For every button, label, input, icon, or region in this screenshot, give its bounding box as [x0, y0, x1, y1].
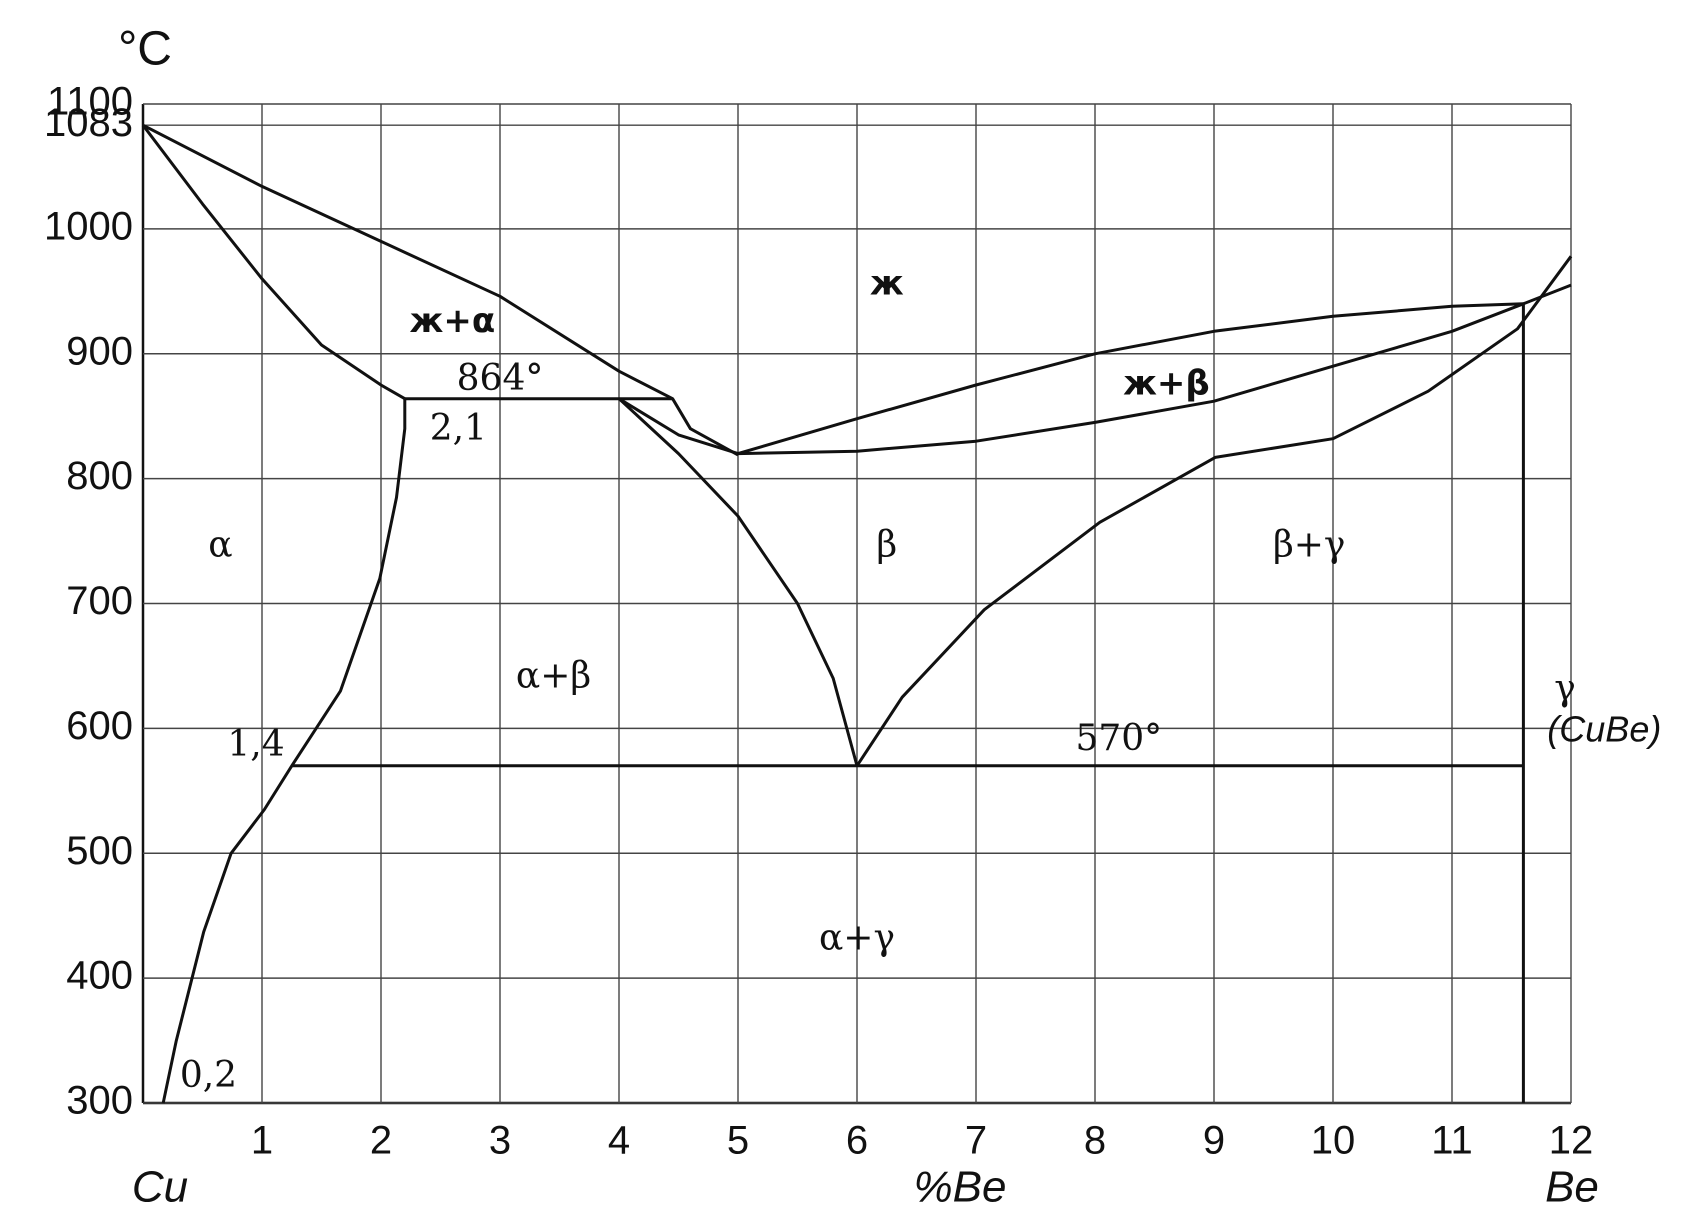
region-label: (CuBe) [1547, 709, 1661, 750]
phase-boundary [618, 302, 1524, 456]
phase-boundary [142, 123, 739, 457]
x-tick-label: 9 [1203, 1119, 1225, 1163]
y-tick-label: 1100 [47, 80, 133, 124]
x-tick-label: 6 [846, 1119, 868, 1163]
phase-boundary [617, 397, 859, 767]
region-label: β+γ [1273, 524, 1346, 565]
region-label: 1,4 [227, 724, 284, 765]
x-tick-label: 4 [608, 1119, 630, 1163]
y-axis-label: °C [118, 23, 172, 76]
x-tick-label: 8 [1084, 1119, 1106, 1163]
x-right-label: Be [1545, 1163, 1599, 1212]
y-tick-label: 900 [66, 329, 133, 373]
x-tick-label: 11 [1431, 1119, 1473, 1163]
y-tick-label: 700 [66, 579, 133, 623]
region-label: 2,1 [430, 408, 487, 449]
x-tick-label: 1 [251, 1119, 273, 1163]
y-tick-label: 1083 [44, 101, 133, 145]
x-tick-label: 3 [489, 1119, 511, 1163]
x-left-label: Cu [132, 1163, 188, 1212]
x-tick-label: 12 [1549, 1119, 1594, 1163]
phase-boundary [855, 255, 1573, 767]
region-label: α [208, 524, 232, 565]
region-label: α+β [516, 655, 591, 696]
y-tick-label: 400 [66, 954, 133, 998]
region-label: ж+β [1123, 363, 1210, 403]
x-tick-label: 7 [965, 1119, 987, 1163]
phase-boundary [737, 302, 1524, 456]
region-label: 0,2 [180, 1055, 237, 1096]
y-tick-label: 300 [66, 1079, 133, 1123]
phase-boundary [141, 124, 406, 401]
y-tick-label: 600 [66, 704, 133, 748]
x-axis-label: %Be [914, 1163, 1007, 1212]
region-label: β [876, 524, 897, 565]
phase-boundary [1522, 283, 1572, 306]
region-label: ж+α [410, 301, 496, 341]
region-label: α+γ [819, 918, 895, 959]
y-tick-label: 500 [66, 829, 133, 873]
region-label: 864° [457, 358, 544, 399]
y-tick-label: 800 [66, 454, 133, 498]
x-tick-label: 2 [370, 1119, 392, 1163]
region-label: ж [870, 264, 904, 304]
region-label: 570° [1075, 718, 1162, 759]
x-tick-label: 5 [727, 1119, 749, 1163]
x-tick-label: 10 [1311, 1119, 1356, 1163]
y-tick-label: 1000 [44, 204, 133, 248]
region-label: γ [1554, 668, 1576, 709]
